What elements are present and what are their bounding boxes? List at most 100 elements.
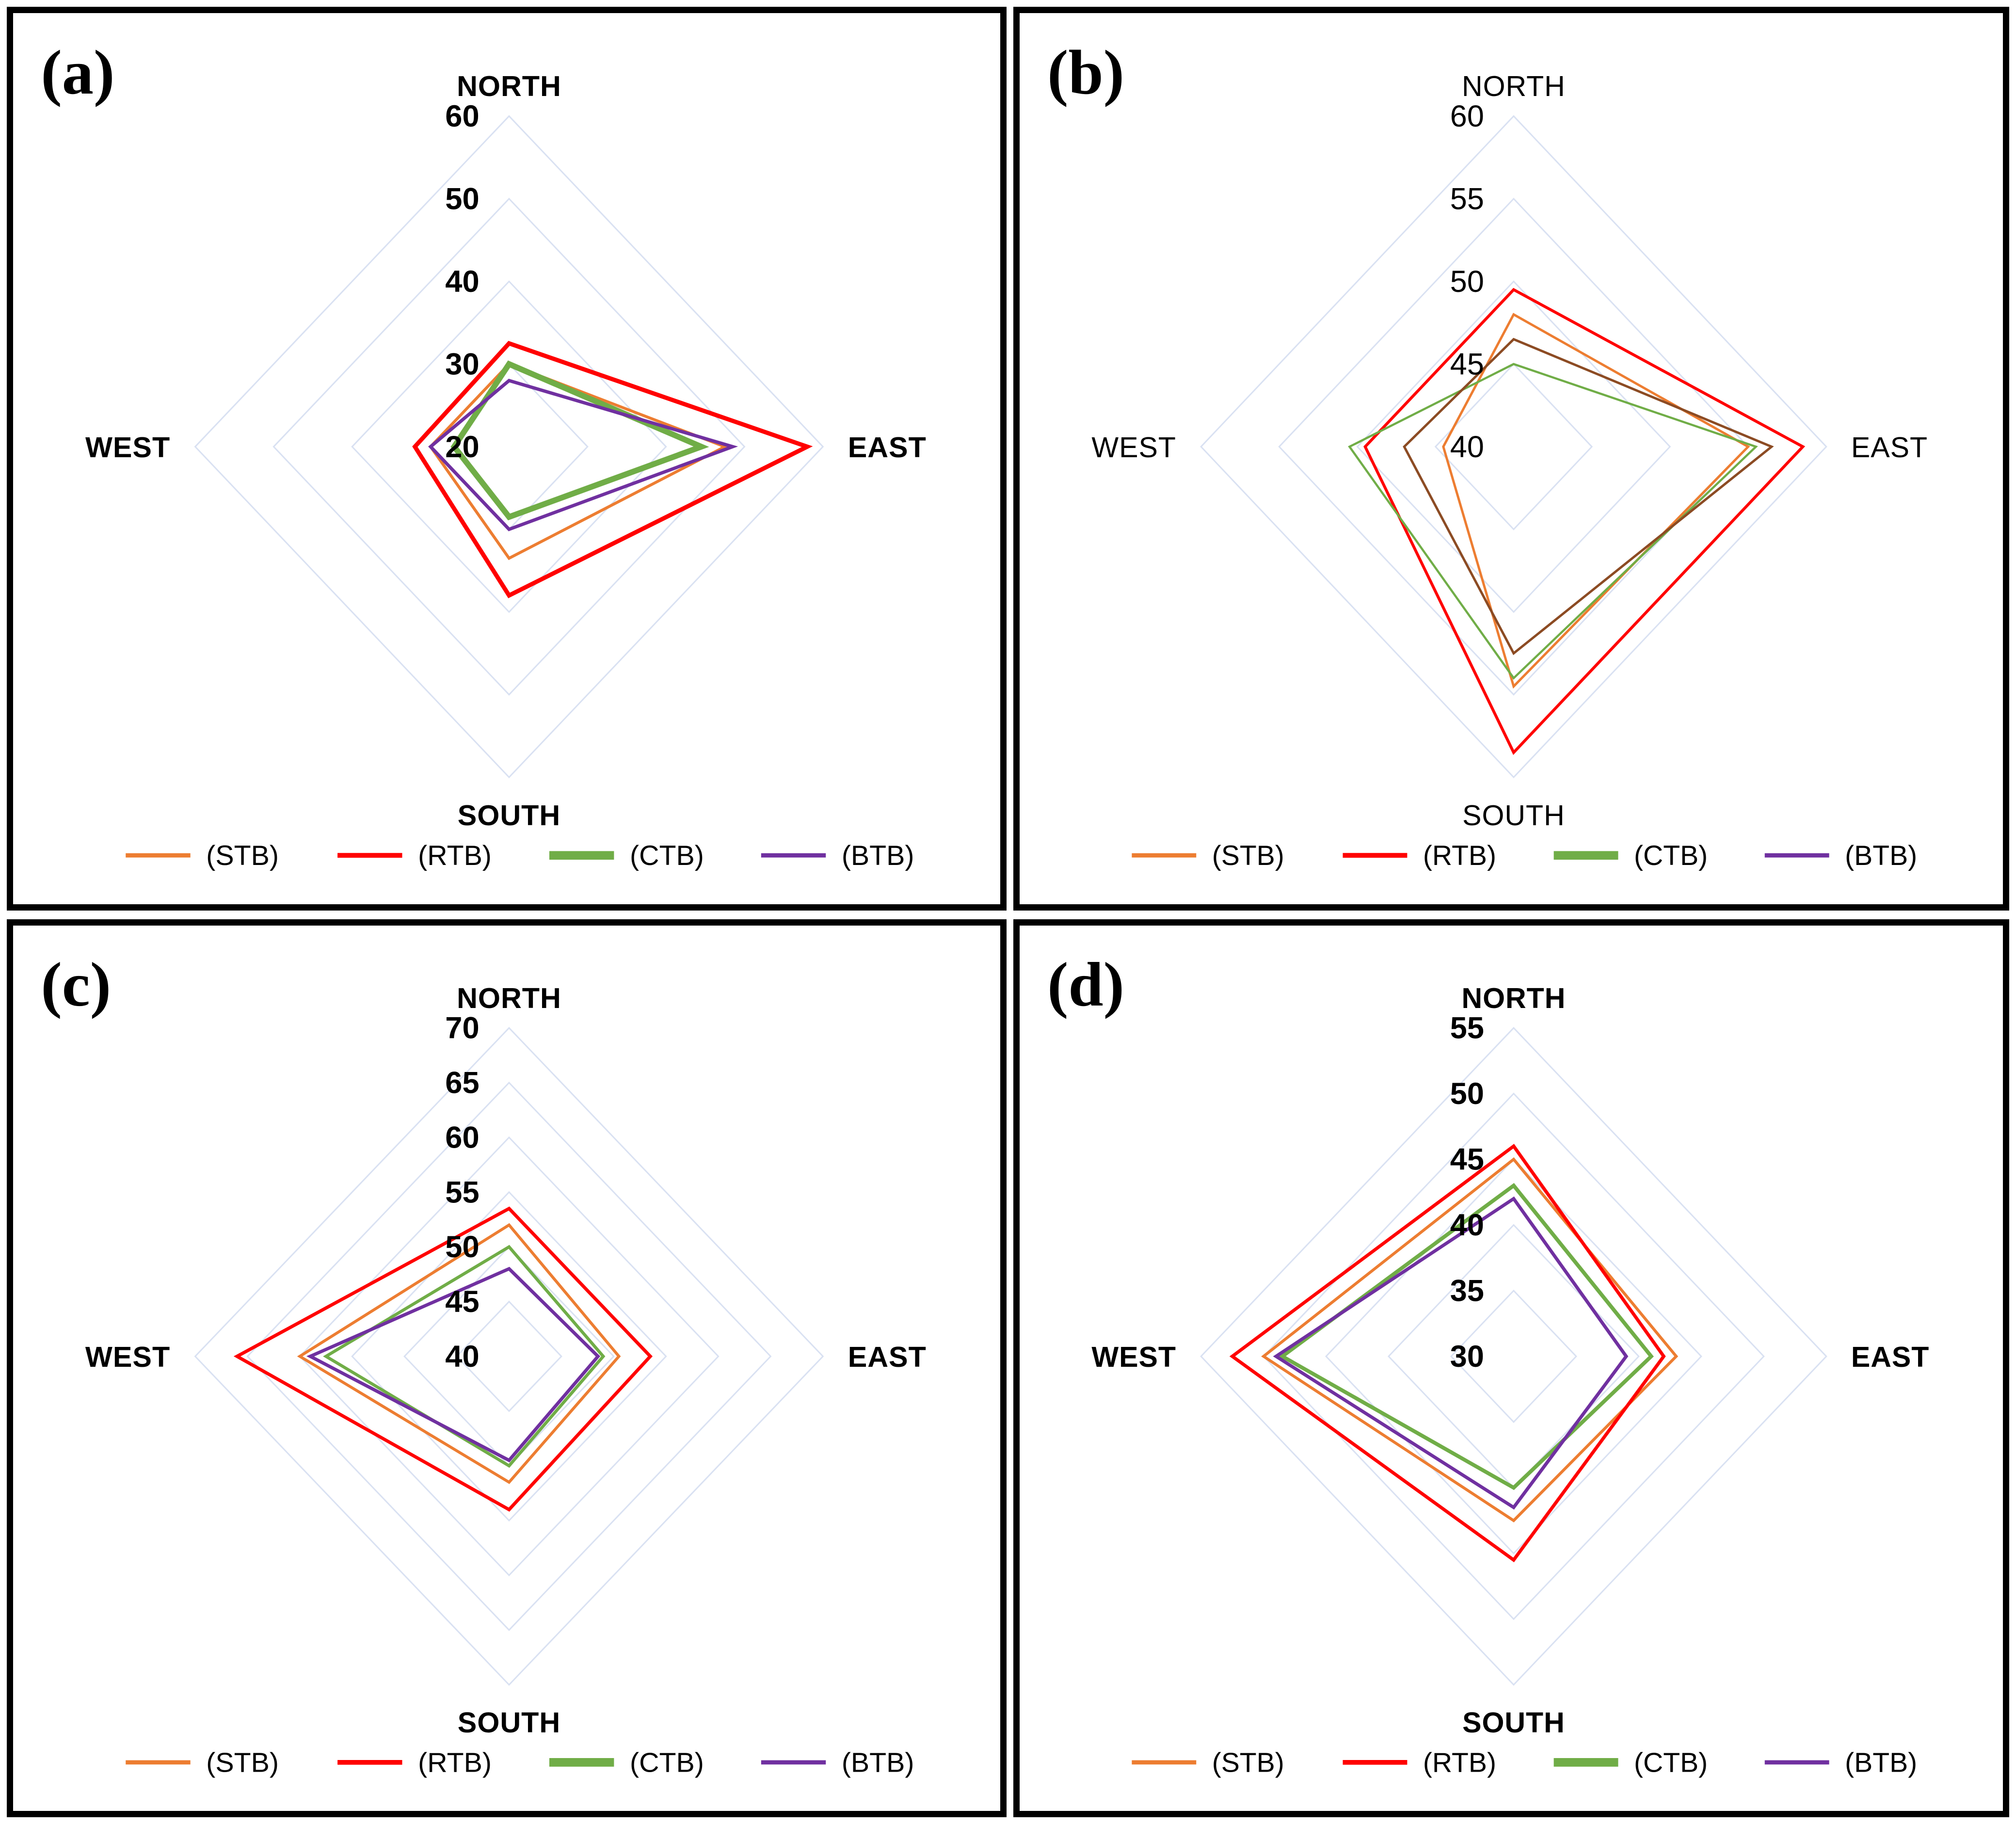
- legend-item-rtb: (RTB): [1343, 1747, 1496, 1778]
- legend-label: (RTB): [418, 840, 492, 871]
- legend-label: (RTB): [1423, 840, 1496, 871]
- radar-panel-a: 60 50 40 30 20 NORTH EAST SOUTH WEST (a) (STB) (RTB…: [7, 7, 1007, 911]
- gridline-ring-45: [1434, 363, 1593, 530]
- radar-chart-a: 60 50 40 30 20 NORTH EAST SOUTH WEST (a) (STB) (RTB…: [41, 38, 926, 871]
- axis-label-east: EAST: [1851, 1342, 1929, 1373]
- tick-label-40: 40: [1450, 430, 1484, 464]
- legend-item-rtb: (RTB): [337, 1747, 492, 1778]
- series-polygon-btb: [1403, 337, 1774, 656]
- radar-panel-d: 55 50 45 40 35 30 NORTH EAST SOUTH WEST (d) (STB) (R…: [1013, 919, 2009, 1817]
- gridline-ring-35: [1450, 1289, 1577, 1424]
- gridline-ring-60: [1200, 115, 1827, 779]
- legend-item-ctb: (CTB): [1553, 840, 1708, 871]
- legend-item-rtb: (RTB): [337, 840, 492, 871]
- tick-label-70: 70: [445, 1011, 479, 1045]
- legend-item-stb: (STB): [126, 840, 279, 871]
- legend-label: (RTB): [418, 1747, 492, 1778]
- tick-label-45: 45: [1450, 347, 1484, 381]
- tick-label-55: 55: [1450, 1011, 1484, 1045]
- tick-label-50: 50: [1450, 1077, 1484, 1111]
- series-polygon-rtb: [233, 1206, 653, 1512]
- gridline-ring-40: [351, 280, 667, 613]
- axis-label-east: EAST: [1851, 431, 1928, 464]
- series-polygon-ctb: [450, 360, 709, 521]
- axis-label-west: WEST: [85, 431, 170, 464]
- tick-label-60: 60: [445, 1121, 479, 1155]
- series-polygon-btb: [306, 1266, 601, 1463]
- radar-chart-c: 70 65 60 55 50 45 40 NORTH EAST SOUTH WEST (c) (STB)…: [41, 950, 927, 1778]
- gridline-ring-50: [1356, 280, 1671, 613]
- series-polygon-btb: [1273, 1196, 1629, 1510]
- axis-label-north: NORTH: [457, 70, 561, 102]
- tick-label-55: 55: [445, 1176, 479, 1210]
- gridline-ring-55: [1200, 1026, 1827, 1686]
- gridline-ring-50: [403, 1246, 615, 1467]
- tick-label-30: 30: [1450, 1340, 1484, 1374]
- gridline-ring-45: [456, 1300, 562, 1412]
- axis-label-south: SOUTH: [1462, 799, 1565, 832]
- legend-label: (STB): [1212, 1747, 1284, 1778]
- legend-item-ctb: (CTB): [549, 1747, 704, 1778]
- legend-label: (BTB): [842, 840, 914, 871]
- tick-label-50: 50: [445, 1230, 479, 1264]
- tick-label-45: 45: [445, 1285, 479, 1319]
- legend-item-btb: (BTB): [1764, 1747, 1917, 1778]
- axis-label-east: EAST: [848, 1341, 927, 1373]
- gridline-ring-55: [351, 1191, 667, 1522]
- tick-label-50: 50: [1450, 265, 1484, 299]
- tick-label-60: 60: [445, 99, 479, 133]
- legend-label: (STB): [1212, 840, 1284, 871]
- legend-label: (BTB): [842, 1747, 914, 1778]
- radar-panel-b: 60 55 50 45 40 NORTH EAST SOUTH WEST (b) (STB) (RTB…: [1013, 7, 2009, 911]
- legend-label: (STB): [206, 1747, 279, 1778]
- axis-label-west: WEST: [1091, 1342, 1176, 1373]
- legend-item-ctb: (CTB): [1553, 1747, 1708, 1778]
- legend-label: (CTB): [1634, 1747, 1708, 1778]
- axis-label-north: NORTH: [1462, 70, 1566, 102]
- tick-label-35: 35: [1450, 1274, 1484, 1308]
- legend-label: (CTB): [630, 1747, 704, 1778]
- panel-letter: (b): [1047, 38, 1124, 108]
- axis-label-west: WEST: [85, 1341, 170, 1373]
- series-polygon-ctb: [1348, 363, 1758, 680]
- gridline-ring-50: [272, 197, 746, 696]
- legend-item-stb: (STB): [1132, 1747, 1284, 1778]
- axis-label-north: NORTH: [1461, 983, 1566, 1014]
- legend-label: (STB): [206, 840, 279, 871]
- panel-letter: (c): [41, 950, 111, 1020]
- series-polygon-rtb: [412, 341, 813, 598]
- legend-item-ctb: (CTB): [549, 840, 704, 871]
- legend-item-stb: (STB): [126, 1747, 279, 1778]
- gridline-ring-70: [194, 1026, 824, 1686]
- series-polygon-rtb: [1363, 288, 1806, 755]
- tick-label-40: 40: [445, 1340, 479, 1374]
- tick-label-60: 60: [1450, 99, 1484, 133]
- legend-item-btb: (BTB): [761, 1747, 914, 1778]
- tick-label-30: 30: [445, 348, 479, 382]
- gridline-ring-45: [1325, 1158, 1702, 1555]
- tick-label-65: 65: [445, 1066, 479, 1100]
- panel-letter: (d): [1047, 950, 1124, 1020]
- gridline-ring-65: [246, 1081, 772, 1632]
- legend-label: (CTB): [630, 840, 704, 871]
- tick-label-20: 20: [445, 430, 479, 464]
- legend-label: (BTB): [1845, 840, 1917, 871]
- axis-label-south: SOUTH: [458, 799, 560, 832]
- series-polygon-stb: [297, 1223, 621, 1484]
- legend-label: (BTB): [1845, 1747, 1917, 1778]
- legend-item-btb: (BTB): [1764, 840, 1917, 871]
- series-polygon-ctb: [323, 1245, 606, 1468]
- radar-chart-b: 60 55 50 45 40 NORTH EAST SOUTH WEST (b) (STB) (RTB…: [1047, 38, 1928, 871]
- axis-label-south: SOUTH: [458, 1706, 560, 1739]
- tick-label-40: 40: [445, 265, 479, 299]
- legend-item-stb: (STB): [1132, 840, 1284, 871]
- tick-label-50: 50: [445, 182, 479, 216]
- legend-label: (RTB): [1423, 1747, 1496, 1778]
- series-polygon-rtb: [1229, 1144, 1666, 1563]
- radar-panel-c: 70 65 60 55 50 45 40 NORTH EAST SOUTH WEST (c) (STB)…: [7, 919, 1007, 1817]
- gridline-ring-50: [1263, 1092, 1765, 1620]
- legend-item-rtb: (RTB): [1343, 840, 1496, 871]
- tick-label-45: 45: [1450, 1143, 1484, 1177]
- axis-label-north: NORTH: [457, 982, 561, 1014]
- tick-label-40: 40: [1450, 1208, 1484, 1242]
